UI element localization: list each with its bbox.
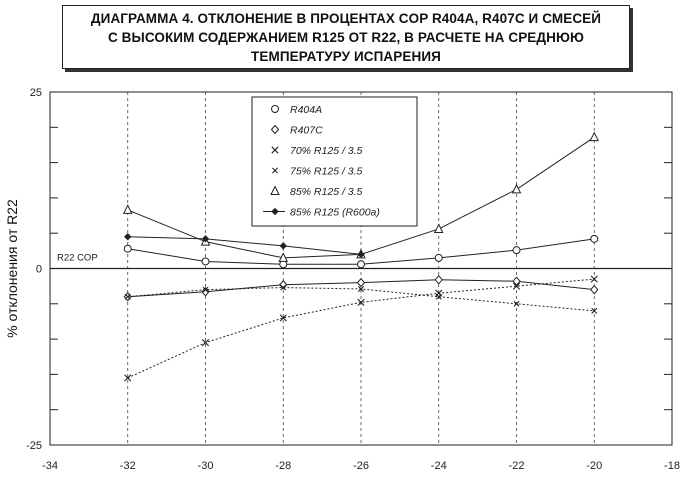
chart-title: ДИАГРАММА 4. ОТКЛОНЕНИЕ В ПРОЦЕНТАХ COP … [90, 10, 602, 64]
x-tick-label: -24 [431, 460, 447, 472]
data-point [278, 252, 289, 262]
data-point [358, 285, 364, 292]
legend: R404A R407C 70% R125 / 3.5 75% R125 / 3.5 85… [251, 96, 418, 227]
data-point [512, 246, 521, 255]
data-point [590, 275, 598, 283]
legend-label: 85% R125 (R600a) [290, 207, 380, 219]
legend-label: R407C [290, 125, 323, 137]
legend-label: R404A [290, 104, 322, 116]
legend-marker [270, 185, 280, 195]
y-tick-label: 0 [36, 264, 42, 276]
data-point [357, 298, 365, 306]
axes: -34 -32 -30 -28 -26 -24 -22 -20 -18 -25 0 25 % откло… [4, 87, 680, 472]
data-point [590, 284, 599, 295]
data-point [357, 250, 365, 259]
y-axis-label: % отклонения от R22 [4, 199, 20, 338]
data-point [433, 223, 444, 233]
x-tick-label: -26 [353, 460, 369, 472]
series-line [127, 236, 362, 255]
data-point [201, 257, 210, 266]
y-tick-label: 25 [30, 87, 42, 99]
data-point [513, 300, 520, 307]
x-tick-label: -30 [198, 460, 214, 472]
r22-cop-annotation: R22 COP [57, 253, 98, 264]
grid-lines [50, 92, 672, 445]
data-point [434, 253, 443, 262]
series-6 [124, 233, 365, 259]
data-point [122, 204, 133, 214]
legend-marker [271, 146, 279, 154]
x-tick-label: -28 [275, 460, 291, 472]
x-tick-label: -22 [509, 460, 525, 472]
data-point [124, 233, 132, 241]
legend-marker [270, 124, 280, 135]
data-point [279, 314, 287, 322]
data-point [512, 282, 521, 290]
y-tick-label: -25 [26, 440, 42, 452]
data-point [435, 293, 442, 300]
data-point [511, 183, 522, 194]
data-point [202, 286, 209, 293]
data-point [124, 374, 132, 382]
x-tick-label: -20 [586, 460, 602, 472]
legend-label: 70% R125 / 3.5 [290, 145, 363, 157]
data-point [279, 279, 288, 290]
series-4 [124, 284, 598, 314]
data-point [201, 339, 210, 347]
legend-marker [272, 167, 278, 174]
legend-marker [271, 105, 279, 113]
legend-label: 75% R125 / 3.5 [290, 166, 363, 178]
legend-label: 85% R125 / 3.5 [290, 186, 363, 198]
x-tick-label: -34 [42, 460, 58, 472]
data-point [434, 275, 443, 285]
data-point [591, 307, 598, 314]
data-point [590, 234, 599, 243]
data-point [589, 131, 600, 142]
x-tick-label: -18 [664, 460, 680, 472]
data-point [357, 260, 365, 269]
data-point [280, 284, 287, 291]
data-point [279, 242, 287, 250]
data-point [124, 293, 131, 300]
chart-title-box: ДИАГРАММА 4. ОТКЛОНЕНИЕ В ПРОЦЕНТАХ COP … [62, 5, 630, 69]
series-group [122, 131, 600, 382]
series-1 [123, 234, 599, 269]
data-point [512, 276, 521, 286]
data-point [201, 235, 210, 243]
data-point [123, 244, 132, 253]
legend-box [251, 96, 418, 227]
data-point [356, 277, 366, 288]
legend-marker [271, 207, 279, 216]
x-tick-label: -32 [120, 460, 136, 472]
